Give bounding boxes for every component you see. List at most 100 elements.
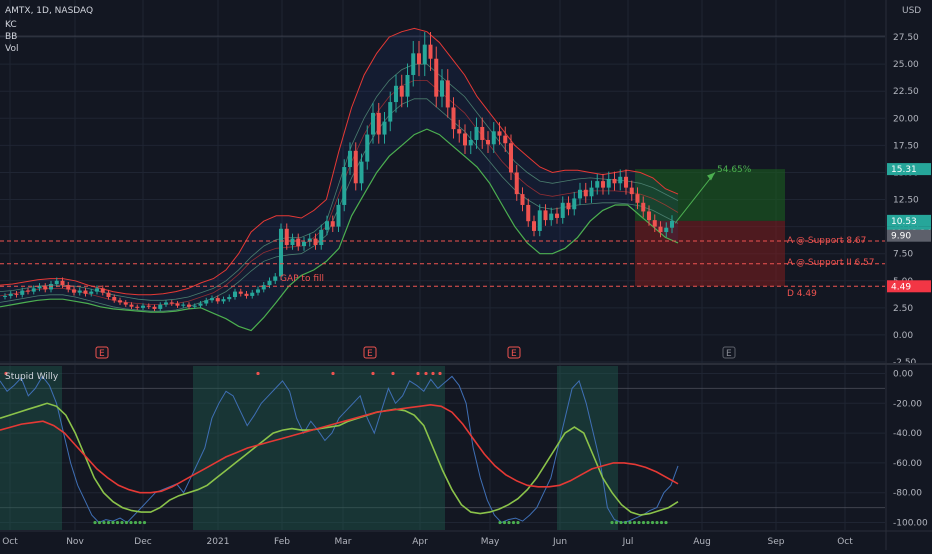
price-tag-label: 9.90 xyxy=(891,232,911,242)
candle-body xyxy=(589,187,594,197)
x-tick-label: Aug xyxy=(693,537,711,547)
buy-signal-dot xyxy=(111,520,115,525)
candle-body xyxy=(388,102,393,122)
x-tick-label: 2021 xyxy=(207,537,230,547)
candle-body xyxy=(227,297,232,300)
candle-body xyxy=(250,292,255,296)
candle-body xyxy=(635,194,640,203)
osc-tick-label: -60.00 xyxy=(893,459,922,469)
candle-body xyxy=(204,300,209,304)
support-2-label: A @ Support II 6.57 xyxy=(787,258,875,268)
bull-zones xyxy=(0,366,618,530)
candle-body xyxy=(83,290,88,294)
indicator-vol-label[interactable]: Vol xyxy=(5,44,18,54)
candle-body xyxy=(543,210,548,221)
candle-body xyxy=(31,288,36,292)
osc-tick-label: 0.00 xyxy=(893,369,913,379)
target-arrowhead xyxy=(707,172,715,181)
candle-body xyxy=(255,289,261,293)
candle-body xyxy=(537,210,542,231)
buy-signal-dot xyxy=(93,520,97,525)
osc-tick-label: -100.00 xyxy=(893,519,928,529)
buy-signal-dot xyxy=(138,520,142,525)
earnings-marker[interactable]: E xyxy=(363,346,377,359)
x-tick-label: Jun xyxy=(552,537,567,547)
candle-body xyxy=(25,290,31,292)
buy-signal-dot xyxy=(637,520,641,525)
candle-body xyxy=(439,80,445,97)
x-tick-label: Apr xyxy=(412,537,428,547)
support-lines xyxy=(0,240,885,287)
sell-signal-dot xyxy=(371,371,375,376)
candle-body xyxy=(238,291,243,294)
candle-body xyxy=(526,204,531,222)
bollinger-basis-line xyxy=(0,80,679,306)
oscillator-title[interactable]: Stupid Willy xyxy=(5,372,59,382)
candle-body xyxy=(71,289,77,293)
buy-signal-dot xyxy=(120,520,124,525)
candle-body xyxy=(37,286,42,289)
candle-body xyxy=(405,74,410,97)
buy-signal-dot xyxy=(507,520,511,525)
candle-body xyxy=(284,228,289,246)
candle-body xyxy=(198,303,203,306)
bollinger-fill xyxy=(0,28,678,331)
candle-body xyxy=(468,139,473,146)
candle-body xyxy=(175,303,180,306)
candle-body xyxy=(376,112,381,135)
sell-signal-dot xyxy=(416,371,420,376)
candle-body xyxy=(664,227,669,233)
earnings-marker[interactable]: E xyxy=(95,346,109,359)
candle-body xyxy=(618,176,623,184)
candle-body xyxy=(416,53,422,65)
indicator-bb-label[interactable]: BB xyxy=(5,32,17,42)
buy-signal-dot xyxy=(641,520,646,525)
candle-body xyxy=(623,176,629,188)
candle-body xyxy=(146,305,151,307)
candle-body xyxy=(77,290,82,293)
candle-body xyxy=(129,304,134,307)
candle-body xyxy=(261,285,266,290)
earnings-marker[interactable]: E xyxy=(722,346,736,359)
candle-body xyxy=(359,161,364,184)
buy-signal-dot xyxy=(106,520,111,525)
candle-body xyxy=(324,221,330,230)
candle-body xyxy=(2,295,8,297)
candle-body xyxy=(278,228,284,277)
signal-dots xyxy=(4,371,668,525)
candle-body xyxy=(209,298,215,301)
candle-body xyxy=(445,80,450,108)
candle-body xyxy=(572,198,577,210)
sell-signal-dot xyxy=(256,371,260,376)
price-tag-bg xyxy=(887,163,931,176)
buy-signal-dot xyxy=(646,520,650,525)
candle-body xyxy=(520,194,525,205)
candle-body xyxy=(480,126,485,140)
candle-body xyxy=(313,238,318,246)
indicator-kc-label[interactable]: KC xyxy=(5,20,17,30)
x-tick-label: Sep xyxy=(768,537,785,547)
position-boxes xyxy=(635,169,785,287)
candle-body xyxy=(135,306,140,308)
x-tick-label: May xyxy=(481,537,500,547)
buy-signal-dot xyxy=(632,520,637,525)
candle-body xyxy=(669,220,675,228)
buy-signal-dot xyxy=(610,520,614,525)
candle-body xyxy=(106,292,111,298)
earnings-marker[interactable]: E xyxy=(507,346,521,359)
signal-slow-line xyxy=(0,403,679,494)
y-tick-label: 17.50 xyxy=(893,141,919,151)
symbol-title[interactable]: AMTX, 1D, NASDAQ xyxy=(5,6,93,16)
x-tick-label: Oct xyxy=(2,537,18,547)
buy-signal-dot xyxy=(623,520,628,525)
candle-body xyxy=(301,241,307,247)
candle-body xyxy=(549,213,554,221)
earnings-marker-label: E xyxy=(99,349,105,359)
price-tag-label: 4.49 xyxy=(891,282,911,292)
osc-bull-zone xyxy=(0,366,62,530)
x-tick-label: Nov xyxy=(66,537,84,547)
osc-tick-label: -20.00 xyxy=(893,399,922,409)
target-pct-label: 54.65% xyxy=(717,165,752,175)
